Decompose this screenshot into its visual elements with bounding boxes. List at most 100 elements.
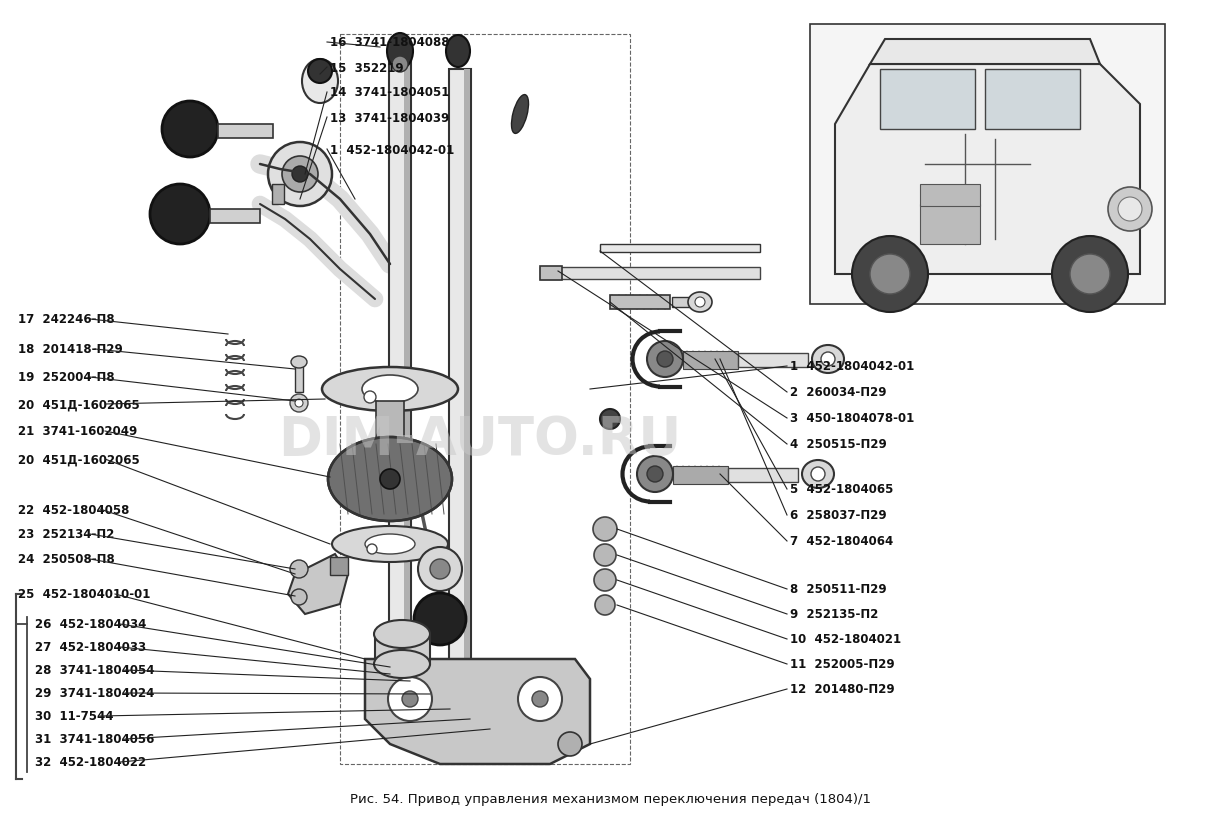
Text: 2  260034-П29: 2 260034-П29 bbox=[791, 386, 887, 399]
Circle shape bbox=[367, 545, 377, 554]
Text: 12  201480-П29: 12 201480-П29 bbox=[791, 683, 894, 695]
Circle shape bbox=[1052, 237, 1128, 313]
Ellipse shape bbox=[290, 560, 307, 578]
Ellipse shape bbox=[292, 590, 307, 605]
Circle shape bbox=[647, 342, 683, 378]
Text: 24  250508-П8: 24 250508-П8 bbox=[18, 553, 115, 566]
Circle shape bbox=[292, 167, 307, 183]
Bar bbox=[880, 70, 975, 130]
Bar bbox=[920, 205, 980, 245]
Text: 7  452-1804064: 7 452-1804064 bbox=[791, 535, 893, 548]
Text: 14  3741-1804051: 14 3741-1804051 bbox=[329, 86, 449, 99]
Ellipse shape bbox=[307, 60, 332, 84]
Bar bbox=[728, 468, 798, 482]
Circle shape bbox=[268, 143, 332, 206]
Circle shape bbox=[647, 467, 662, 482]
Bar bbox=[376, 401, 404, 451]
Circle shape bbox=[1118, 197, 1142, 222]
Text: 31  3741-1804056: 31 3741-1804056 bbox=[35, 733, 155, 745]
Text: 22  452-1804058: 22 452-1804058 bbox=[18, 503, 129, 516]
Circle shape bbox=[414, 593, 466, 645]
Bar bbox=[540, 268, 760, 279]
Bar bbox=[340, 35, 630, 764]
Ellipse shape bbox=[303, 60, 338, 104]
Bar bbox=[404, 50, 410, 719]
Ellipse shape bbox=[429, 559, 450, 579]
Text: 21  3741-1602049: 21 3741-1602049 bbox=[18, 425, 137, 438]
Ellipse shape bbox=[813, 346, 844, 373]
Text: 6  258037-П29: 6 258037-П29 bbox=[791, 509, 887, 522]
Ellipse shape bbox=[379, 469, 400, 490]
Ellipse shape bbox=[365, 534, 415, 554]
Text: 8  250511-П29: 8 250511-П29 bbox=[791, 583, 887, 595]
Polygon shape bbox=[870, 40, 1100, 65]
Text: 27  452-1804033: 27 452-1804033 bbox=[35, 640, 146, 654]
Ellipse shape bbox=[375, 650, 429, 678]
Ellipse shape bbox=[418, 547, 462, 591]
Circle shape bbox=[595, 595, 615, 615]
Bar bbox=[540, 267, 562, 281]
Text: 18  201418-П29: 18 201418-П29 bbox=[18, 343, 123, 356]
Bar bbox=[375, 634, 429, 664]
Circle shape bbox=[594, 545, 616, 566]
Text: 26  452-1804034: 26 452-1804034 bbox=[35, 618, 146, 631]
Bar bbox=[464, 70, 470, 699]
Circle shape bbox=[403, 691, 418, 707]
Circle shape bbox=[600, 410, 620, 429]
Text: 3  450-1804078-01: 3 450-1804078-01 bbox=[791, 412, 914, 425]
Circle shape bbox=[594, 569, 616, 591]
Bar bbox=[738, 354, 808, 368]
Text: 20  451Д-1602065: 20 451Д-1602065 bbox=[18, 453, 140, 466]
Text: 4  250515-П29: 4 250515-П29 bbox=[791, 438, 887, 451]
Circle shape bbox=[870, 255, 910, 295]
Bar bbox=[683, 351, 738, 369]
Ellipse shape bbox=[332, 527, 448, 563]
Text: 29  3741-1804024: 29 3741-1804024 bbox=[35, 686, 155, 699]
Circle shape bbox=[364, 391, 376, 404]
Bar bbox=[210, 210, 260, 224]
Text: 13  3741-1804039: 13 3741-1804039 bbox=[329, 111, 449, 124]
Circle shape bbox=[1070, 255, 1110, 295]
Circle shape bbox=[162, 102, 218, 158]
Circle shape bbox=[150, 185, 210, 245]
Ellipse shape bbox=[290, 395, 307, 413]
Ellipse shape bbox=[328, 437, 451, 522]
Ellipse shape bbox=[695, 297, 705, 308]
Ellipse shape bbox=[688, 292, 712, 313]
Text: 25  452-1804010-01: 25 452-1804010-01 bbox=[18, 588, 150, 601]
Ellipse shape bbox=[322, 368, 458, 411]
Text: 23  252134-П2: 23 252134-П2 bbox=[18, 528, 115, 541]
Bar bbox=[672, 297, 694, 308]
Text: 15  352219: 15 352219 bbox=[329, 61, 404, 75]
Text: 9  252135-П2: 9 252135-П2 bbox=[791, 608, 878, 621]
Bar bbox=[600, 245, 760, 253]
Bar bbox=[218, 124, 273, 139]
Ellipse shape bbox=[392, 57, 407, 73]
Text: 1  452-1804042-01: 1 452-1804042-01 bbox=[329, 143, 454, 156]
Ellipse shape bbox=[292, 356, 307, 369]
Circle shape bbox=[518, 677, 562, 721]
Bar bbox=[810, 25, 1165, 305]
Text: 30  11-7544: 30 11-7544 bbox=[35, 709, 113, 722]
Text: 10  452-1804021: 10 452-1804021 bbox=[791, 633, 902, 645]
Circle shape bbox=[637, 456, 673, 492]
Circle shape bbox=[532, 691, 548, 707]
Bar bbox=[985, 70, 1080, 130]
Text: 17  242246-П8: 17 242246-П8 bbox=[18, 313, 115, 326]
Ellipse shape bbox=[362, 376, 418, 404]
Bar bbox=[295, 364, 303, 392]
Ellipse shape bbox=[295, 400, 303, 408]
Text: Рис. 54. Привод управления механизмом переключения передач (1804)/1: Рис. 54. Привод управления механизмом пе… bbox=[349, 793, 871, 806]
Circle shape bbox=[658, 351, 673, 368]
Bar bbox=[272, 185, 284, 205]
Circle shape bbox=[852, 237, 928, 313]
Bar bbox=[389, 50, 411, 719]
Bar bbox=[673, 467, 728, 484]
Circle shape bbox=[593, 518, 617, 541]
Ellipse shape bbox=[447, 36, 470, 68]
Bar bbox=[610, 296, 670, 310]
Polygon shape bbox=[365, 659, 590, 764]
Text: 32  452-1804022: 32 452-1804022 bbox=[35, 756, 146, 768]
Ellipse shape bbox=[802, 460, 834, 488]
Text: 1  452-1804042-01: 1 452-1804042-01 bbox=[791, 360, 914, 373]
